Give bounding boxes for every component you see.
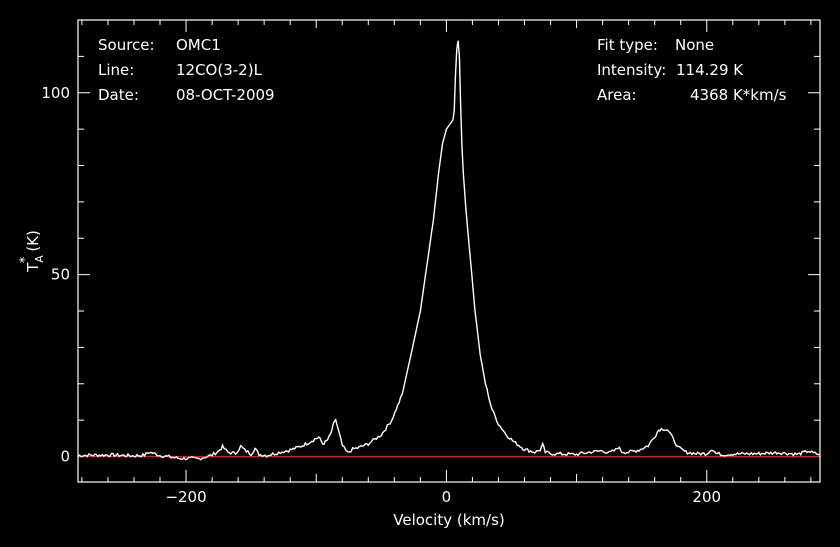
y-axis-title: TA* (K) — [18, 230, 46, 273]
area-label: Area: — [597, 86, 637, 104]
fit-type-value: None — [675, 36, 714, 54]
area-value: 4368 K*km/s — [690, 86, 787, 104]
y-axis-title-sub: A — [33, 255, 46, 263]
x-tick-label: −200 — [165, 488, 206, 506]
y-axis-title-super: * — [18, 256, 33, 263]
x-tick-label: 0 — [442, 488, 452, 506]
date-value: 08-OCT-2009 — [176, 86, 275, 104]
y-tick-label: 50 — [51, 266, 70, 284]
spectrum-line — [77, 40, 821, 461]
axis-ticks: −200 0 200 0 50 100 — [41, 19, 820, 506]
source-label: Source: — [98, 36, 155, 54]
line-value: 12CO(3-2)L — [176, 61, 263, 79]
y-axis-title-unit: (K) — [24, 230, 42, 252]
line-label: Line: — [98, 61, 134, 79]
x-axis-title: Velocity (km/s) — [393, 511, 504, 529]
y-tick-label: 100 — [41, 84, 70, 102]
intensity-value: 114.29 K — [676, 61, 744, 79]
y-tick-label: 0 — [60, 448, 70, 466]
svg-text:TA*(K): TA* (K) — [18, 230, 46, 273]
fit-type-label: Fit type: — [597, 36, 658, 54]
source-value: OMC1 — [176, 36, 221, 54]
intensity-label: Intensity: — [597, 61, 666, 79]
date-label: Date: — [98, 86, 139, 104]
y-axis-title-main: T — [24, 262, 42, 273]
x-tick-label: 200 — [692, 488, 721, 506]
plot-frame — [77, 19, 821, 483]
